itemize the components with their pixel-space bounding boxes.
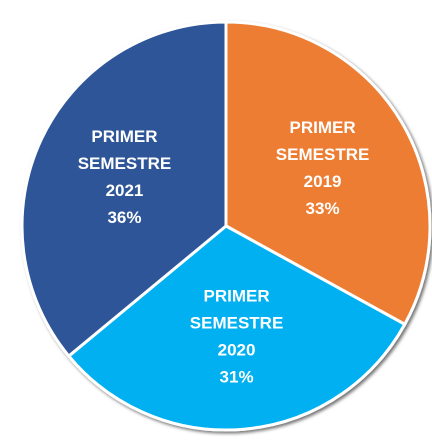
slice-label: 2021 (106, 181, 144, 200)
slice-label: 2020 (218, 341, 256, 360)
slice-label: SEMESTRE (276, 145, 370, 164)
slice (20, 20, 228, 359)
value-label: 33% (306, 199, 340, 218)
slice-label: SEMESTRE (78, 154, 172, 173)
slice-label: PRIMER (203, 287, 269, 306)
slice-label: PRIMER (290, 118, 356, 137)
slice-label: SEMESTRE (190, 314, 284, 333)
value-label: 36% (107, 208, 141, 227)
slice (66, 224, 407, 432)
labels: PRIMER SEMESTRE 2019 33% PRIMER SEMESTRE 2020 3… (78, 118, 370, 387)
slice-label: PRIMER (91, 127, 157, 146)
slice-label: 2019 (304, 172, 342, 191)
slice (224, 20, 432, 327)
pie (20, 20, 432, 432)
value-label: 31% (220, 368, 254, 387)
